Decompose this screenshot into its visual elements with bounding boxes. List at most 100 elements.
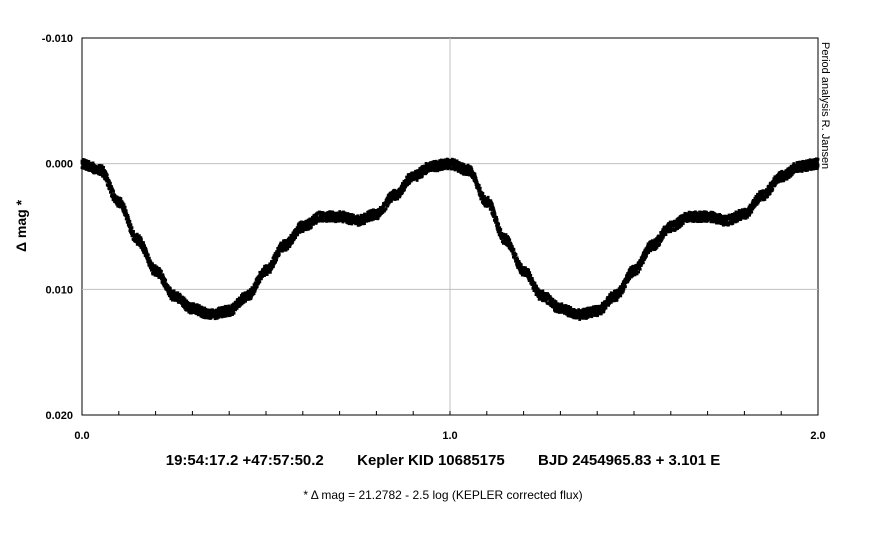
data-point bbox=[614, 289, 617, 293]
data-point bbox=[150, 268, 154, 272]
data-point bbox=[363, 219, 367, 223]
data-point bbox=[690, 219, 694, 223]
data-point bbox=[436, 169, 440, 173]
data-point bbox=[659, 236, 663, 240]
x-tick-label: 1.0 bbox=[442, 430, 457, 442]
data-point bbox=[338, 217, 342, 221]
data-point bbox=[197, 304, 201, 307]
data-point bbox=[550, 299, 554, 303]
data-point bbox=[669, 226, 673, 230]
data-point bbox=[263, 274, 266, 277]
data-point bbox=[265, 267, 269, 271]
data-point bbox=[624, 285, 627, 289]
data-point bbox=[518, 268, 522, 272]
data-point bbox=[326, 219, 330, 223]
data-point bbox=[473, 172, 477, 176]
data-point bbox=[637, 270, 640, 274]
data-point bbox=[638, 265, 642, 269]
data-point bbox=[664, 233, 668, 236]
data-point bbox=[526, 271, 529, 275]
data-point bbox=[124, 209, 128, 213]
data-point bbox=[743, 207, 747, 211]
data-point bbox=[457, 161, 461, 164]
data-point bbox=[457, 169, 461, 173]
data-point bbox=[398, 193, 402, 197]
data-point bbox=[714, 219, 718, 223]
data-point bbox=[135, 232, 139, 236]
data-point bbox=[156, 274, 160, 277]
data-point bbox=[641, 261, 645, 265]
data-point bbox=[507, 236, 511, 240]
data-point bbox=[509, 241, 513, 245]
data-point bbox=[190, 307, 193, 311]
data-point bbox=[495, 216, 498, 219]
data-point bbox=[721, 222, 725, 225]
data-point bbox=[585, 313, 589, 317]
data-point bbox=[287, 241, 291, 244]
data-point bbox=[356, 214, 360, 218]
data-point bbox=[381, 211, 385, 214]
data-point bbox=[257, 277, 261, 281]
data-point bbox=[627, 275, 631, 279]
data-point bbox=[798, 160, 802, 164]
x-tick-label: 2.0 bbox=[810, 430, 825, 442]
data-point bbox=[712, 220, 716, 224]
data-point bbox=[149, 260, 153, 264]
data-point bbox=[670, 220, 674, 224]
data-point bbox=[225, 309, 229, 313]
data-point bbox=[701, 219, 705, 223]
data-point bbox=[291, 234, 294, 238]
data-point bbox=[526, 273, 530, 276]
data-point bbox=[719, 217, 723, 221]
data-point bbox=[123, 205, 127, 209]
data-point bbox=[260, 277, 263, 281]
data-point bbox=[661, 228, 665, 232]
data-point bbox=[628, 277, 632, 281]
data-point bbox=[645, 254, 648, 258]
data-point bbox=[432, 167, 435, 170]
data-point bbox=[306, 218, 310, 222]
data-point bbox=[633, 273, 637, 277]
data-point bbox=[253, 289, 257, 293]
data-point bbox=[160, 277, 163, 281]
data-point bbox=[727, 223, 730, 227]
data-point bbox=[629, 271, 633, 275]
data-point bbox=[498, 229, 502, 233]
data-point bbox=[628, 273, 632, 277]
data-point bbox=[781, 170, 785, 174]
data-point bbox=[160, 269, 163, 273]
data-point bbox=[120, 205, 124, 209]
data-point bbox=[654, 238, 658, 242]
data-point bbox=[619, 294, 623, 298]
data-point bbox=[451, 158, 455, 162]
data-point bbox=[293, 234, 297, 238]
data-point bbox=[100, 164, 104, 168]
data-point bbox=[371, 216, 375, 219]
data-point bbox=[488, 204, 492, 207]
data-point bbox=[493, 210, 496, 214]
data-point bbox=[695, 217, 699, 221]
data-point bbox=[509, 243, 513, 247]
data-point bbox=[613, 299, 617, 303]
data-point bbox=[792, 170, 796, 174]
data-point bbox=[702, 218, 706, 222]
data-point bbox=[477, 183, 481, 187]
data-point bbox=[297, 223, 301, 227]
data-point bbox=[91, 161, 95, 165]
data-point bbox=[384, 207, 388, 211]
data-point bbox=[426, 169, 430, 173]
data-point bbox=[337, 215, 341, 219]
data-point bbox=[508, 238, 512, 242]
data-point bbox=[588, 308, 592, 312]
data-point bbox=[604, 306, 608, 310]
data-point bbox=[647, 242, 650, 246]
data-point bbox=[704, 218, 708, 221]
data-point bbox=[717, 219, 720, 223]
data-point bbox=[661, 235, 665, 239]
data-point bbox=[121, 207, 124, 211]
data-point bbox=[177, 297, 181, 301]
data-point bbox=[680, 223, 684, 227]
data-point bbox=[533, 281, 537, 285]
data-point bbox=[437, 168, 441, 172]
data-point bbox=[469, 166, 473, 169]
